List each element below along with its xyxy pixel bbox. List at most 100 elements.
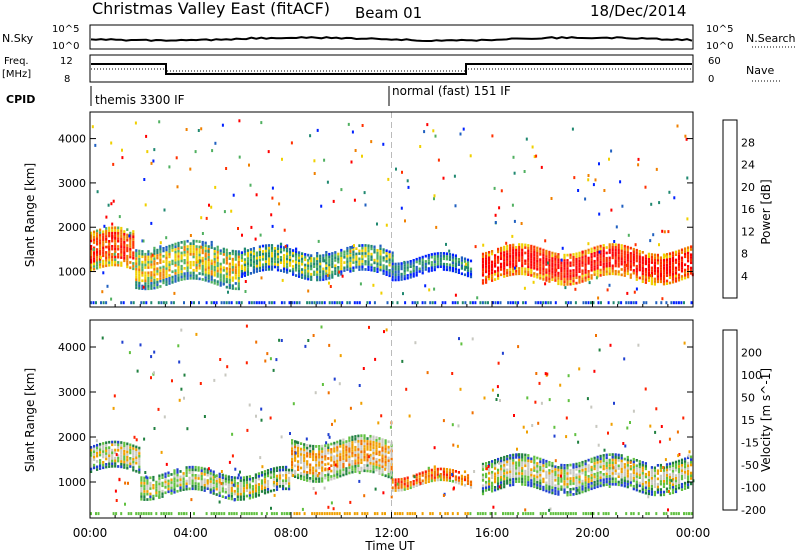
power-echo bbox=[621, 204, 624, 208]
power-cell bbox=[485, 281, 488, 284]
velocity-cell bbox=[611, 458, 614, 462]
power-cell bbox=[364, 268, 367, 271]
power-cell bbox=[331, 276, 334, 279]
power-cell bbox=[201, 272, 204, 276]
velocity-echo bbox=[115, 499, 118, 502]
power-cell bbox=[117, 231, 120, 235]
power-cell bbox=[261, 268, 265, 272]
velocity-cell bbox=[515, 464, 518, 467]
power-cell bbox=[132, 243, 135, 247]
velocity-cell bbox=[348, 471, 351, 475]
power-cell bbox=[295, 250, 298, 253]
power-cell bbox=[183, 261, 186, 265]
power-cell bbox=[379, 265, 382, 269]
velocity-ground-cell bbox=[592, 512, 595, 516]
velocity-cell bbox=[557, 476, 560, 480]
power-cell bbox=[515, 259, 518, 262]
velocity-echo bbox=[331, 422, 333, 426]
velocity-cell bbox=[656, 482, 659, 486]
power-cell bbox=[204, 265, 207, 269]
power-cell bbox=[412, 264, 415, 267]
power-cell bbox=[578, 270, 581, 273]
velocity-panel bbox=[90, 320, 695, 518]
velocity-cell bbox=[650, 485, 653, 488]
power-cell bbox=[195, 274, 198, 278]
velocity-cell bbox=[650, 471, 653, 475]
velocity-cell bbox=[179, 470, 182, 473]
power-cell bbox=[147, 282, 150, 285]
velocity-cell bbox=[176, 479, 179, 482]
velocity-cell bbox=[360, 439, 363, 443]
velocity-cell bbox=[260, 484, 264, 488]
velocity-cell bbox=[173, 469, 176, 472]
power-cell bbox=[207, 258, 210, 262]
power-ground-cell bbox=[574, 301, 577, 305]
power-cell bbox=[481, 265, 485, 269]
power-cell bbox=[533, 266, 536, 270]
velocity-cell bbox=[542, 464, 545, 467]
velocity-cell bbox=[641, 466, 644, 470]
power-cell bbox=[488, 266, 491, 270]
velocity-cell bbox=[593, 475, 596, 479]
power-cell bbox=[614, 264, 617, 268]
velocity-cell bbox=[638, 473, 641, 477]
power-cell bbox=[249, 250, 252, 254]
velocity-cell bbox=[239, 479, 242, 482]
velocity-cell bbox=[120, 454, 123, 458]
velocity-ytick-label: 2000 bbox=[58, 431, 86, 444]
velocity-colorbar-tick: -50 bbox=[741, 459, 759, 472]
power-cell bbox=[99, 239, 102, 242]
power-echo bbox=[435, 225, 438, 229]
power-cell bbox=[448, 255, 451, 259]
velocity-cell bbox=[593, 467, 596, 471]
power-cell bbox=[165, 245, 168, 249]
power-ground-cell bbox=[469, 301, 472, 305]
velocity-cell bbox=[224, 488, 227, 491]
power-cell bbox=[234, 276, 237, 280]
power-cell bbox=[96, 261, 99, 265]
velocity-cell bbox=[212, 484, 215, 487]
velocity-ground-cell bbox=[273, 512, 276, 516]
power-cell bbox=[219, 249, 222, 253]
power-cell bbox=[325, 269, 328, 273]
power-cell bbox=[418, 262, 421, 265]
velocity-echo bbox=[538, 381, 541, 385]
velocity-cell bbox=[629, 478, 632, 482]
power-cell bbox=[322, 256, 325, 260]
velocity-cell bbox=[653, 485, 656, 489]
power-cell bbox=[276, 252, 280, 256]
velocity-cell bbox=[96, 446, 99, 450]
velocity-cell bbox=[530, 457, 533, 461]
power-cell bbox=[542, 262, 545, 265]
power-cell bbox=[674, 279, 678, 283]
power-cell bbox=[605, 246, 608, 249]
velocity-cell bbox=[572, 479, 575, 483]
power-echo bbox=[573, 176, 576, 180]
velocity-cell bbox=[548, 477, 551, 480]
power-echo bbox=[663, 254, 666, 258]
power-cell bbox=[641, 251, 644, 254]
velocity-cell bbox=[179, 489, 182, 492]
power-cell bbox=[448, 268, 451, 272]
power-cell bbox=[189, 260, 192, 264]
velocity-cell bbox=[614, 472, 617, 475]
velocity-echo bbox=[314, 491, 317, 495]
velocity-cell bbox=[684, 484, 687, 488]
velocity-cell bbox=[120, 457, 123, 461]
velocity-echo bbox=[228, 460, 231, 464]
velocity-cell bbox=[239, 484, 242, 488]
velocity-cell bbox=[303, 445, 306, 449]
power-echo bbox=[610, 149, 613, 153]
power-cell bbox=[421, 258, 424, 262]
power-cell bbox=[108, 253, 111, 256]
power-cell bbox=[497, 266, 500, 270]
velocity-cell bbox=[575, 462, 578, 466]
power-cell bbox=[213, 265, 216, 269]
power-cell bbox=[599, 255, 602, 259]
velocity-ground-cell bbox=[481, 512, 484, 516]
velocity-cell bbox=[227, 488, 230, 492]
power-cell bbox=[545, 257, 548, 261]
power-cell bbox=[225, 256, 228, 260]
velocity-cell bbox=[354, 459, 357, 463]
power-echo bbox=[201, 232, 204, 235]
